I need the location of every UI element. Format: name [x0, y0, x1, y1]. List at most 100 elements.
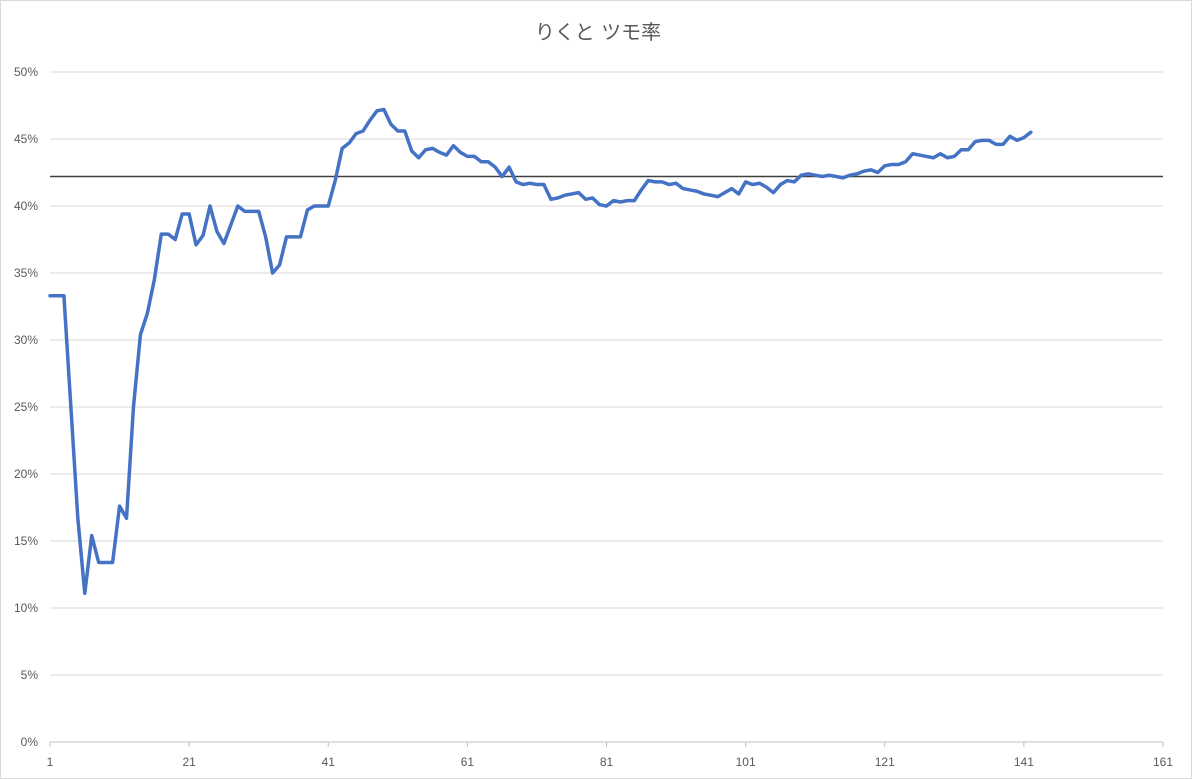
- data-point: [417, 156, 420, 159]
- data-point: [139, 333, 142, 336]
- data-point: [821, 175, 824, 178]
- data-point: [598, 203, 601, 206]
- data-point: [362, 129, 365, 132]
- data-point: [410, 150, 413, 153]
- data-point: [264, 235, 267, 238]
- data-point: [535, 183, 538, 186]
- data-point: [675, 182, 678, 185]
- data-point: [619, 200, 622, 203]
- data-point: [591, 196, 594, 199]
- data-point: [647, 179, 650, 182]
- data-point: [876, 171, 879, 174]
- data-point: [215, 230, 218, 233]
- y-tick-label: 15%: [14, 534, 38, 548]
- data-point: [243, 210, 246, 213]
- data-point: [195, 243, 198, 246]
- data-point: [633, 199, 636, 202]
- y-tick-label: 45%: [14, 132, 38, 146]
- data-point: [181, 213, 184, 216]
- data-point: [584, 198, 587, 201]
- y-tick-label: 40%: [14, 199, 38, 213]
- data-point: [327, 205, 330, 208]
- gridlines: [50, 71, 1163, 676]
- data-point: [835, 175, 838, 178]
- data-point: [688, 188, 691, 191]
- data-point: [605, 205, 608, 208]
- data-point: [174, 238, 177, 241]
- data-point: [904, 160, 907, 163]
- data-point: [751, 183, 754, 186]
- data-point: [334, 179, 337, 182]
- data-point: [306, 209, 309, 212]
- data-point: [452, 144, 455, 147]
- x-tick-label: 141: [1014, 755, 1034, 769]
- data-point: [946, 156, 949, 159]
- chart-title: りくと ツモ率: [535, 20, 661, 44]
- data-point: [814, 174, 817, 177]
- y-tick-label: 50%: [14, 65, 38, 79]
- data-point: [208, 205, 211, 208]
- data-point: [90, 534, 93, 537]
- y-tick-label: 35%: [14, 266, 38, 280]
- data-point: [271, 272, 274, 275]
- data-point: [1029, 131, 1032, 134]
- x-tick-label: 101: [736, 755, 756, 769]
- series-line: [48, 107, 1033, 596]
- data-point: [967, 148, 970, 151]
- data-point: [459, 151, 462, 154]
- data-point: [911, 152, 914, 155]
- data-point: [709, 194, 712, 197]
- data-point: [132, 406, 135, 409]
- data-point: [807, 172, 810, 175]
- x-tick-label: 81: [600, 755, 614, 769]
- data-point: [549, 198, 552, 201]
- data-point: [153, 278, 156, 281]
- data-point: [577, 191, 580, 194]
- x-tick-label: 61: [461, 755, 475, 769]
- data-point: [104, 561, 107, 564]
- data-point: [800, 174, 803, 177]
- data-point: [758, 182, 761, 185]
- x-tick-label: 21: [182, 755, 196, 769]
- data-point: [744, 180, 747, 183]
- data-point: [661, 180, 664, 183]
- data-point: [995, 143, 998, 146]
- data-point: [988, 139, 991, 142]
- data-point: [396, 129, 399, 132]
- data-point: [341, 147, 344, 150]
- data-point: [501, 175, 504, 178]
- y-tick-label: 5%: [21, 668, 39, 682]
- data-point: [890, 163, 893, 166]
- data-point: [932, 156, 935, 159]
- data-point: [772, 191, 775, 194]
- y-tick-label: 10%: [14, 601, 38, 615]
- data-point: [424, 148, 427, 151]
- data-point: [862, 170, 865, 173]
- y-tick-label: 30%: [14, 333, 38, 347]
- data-point: [702, 192, 705, 195]
- data-point: [466, 155, 469, 158]
- data-point: [939, 152, 942, 155]
- data-point: [257, 210, 260, 213]
- data-point: [299, 235, 302, 238]
- data-point: [515, 180, 518, 183]
- x-tick-label: 41: [322, 755, 336, 769]
- data-point: [160, 233, 163, 236]
- data-point: [403, 129, 406, 132]
- data-point: [786, 179, 789, 182]
- data-point: [737, 192, 740, 195]
- data-point: [389, 123, 392, 126]
- data-point: [793, 180, 796, 183]
- data-point: [1022, 136, 1025, 139]
- data-point: [779, 183, 782, 186]
- data-point: [111, 561, 114, 564]
- data-point: [382, 108, 385, 111]
- data-point: [918, 154, 921, 157]
- data-point: [522, 183, 525, 186]
- data-point: [883, 164, 886, 167]
- data-point: [188, 213, 191, 216]
- data-point: [925, 155, 928, 158]
- data-point: [250, 210, 253, 213]
